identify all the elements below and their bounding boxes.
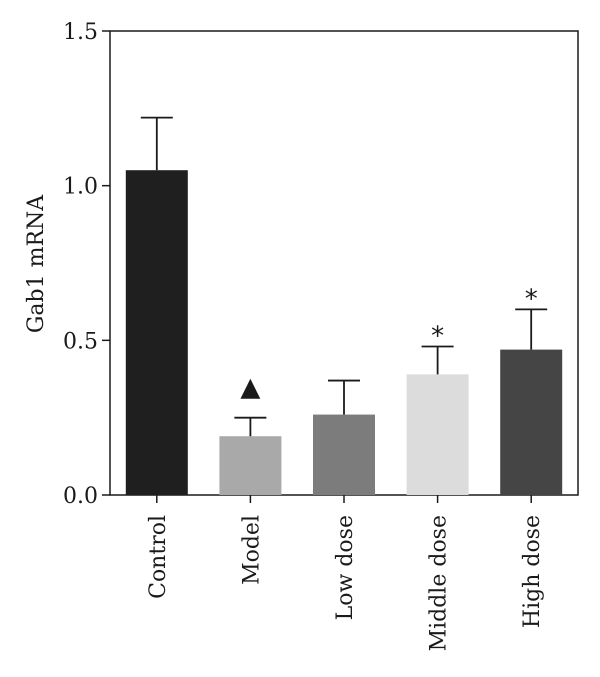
y-tick-label: 0.5 xyxy=(63,329,98,354)
y-axis-label: Gab1 mRNA xyxy=(24,194,49,333)
bar-high-dose xyxy=(500,349,563,495)
x-tick-label: Control xyxy=(146,515,171,599)
significance-star: * xyxy=(525,284,538,314)
significance-star: * xyxy=(431,322,444,352)
y-tick-label: 1.5 xyxy=(63,20,98,45)
significance-triangle: ▲ xyxy=(240,373,260,403)
error-bars xyxy=(140,116,548,437)
bar-control xyxy=(125,170,188,495)
y-tick-label: 1.0 xyxy=(63,175,98,200)
x-tick-label: Model xyxy=(239,515,264,585)
x-axis: Control Model Low dose Middle dose High dose xyxy=(146,495,545,651)
bar-middle-dose xyxy=(406,374,469,495)
x-tick-label: Low dose xyxy=(333,515,358,620)
annotations: ▲ * * xyxy=(240,284,537,402)
x-tick-label: Middle dose xyxy=(427,515,452,651)
x-tick-label: High dose xyxy=(520,515,545,628)
y-axis: 0.0 0.5 1.0 1.5 xyxy=(63,20,110,509)
y-tick-label: 0.0 xyxy=(63,484,98,509)
bar-low-dose xyxy=(313,414,375,495)
bar-model xyxy=(219,436,282,495)
bars xyxy=(125,170,563,495)
